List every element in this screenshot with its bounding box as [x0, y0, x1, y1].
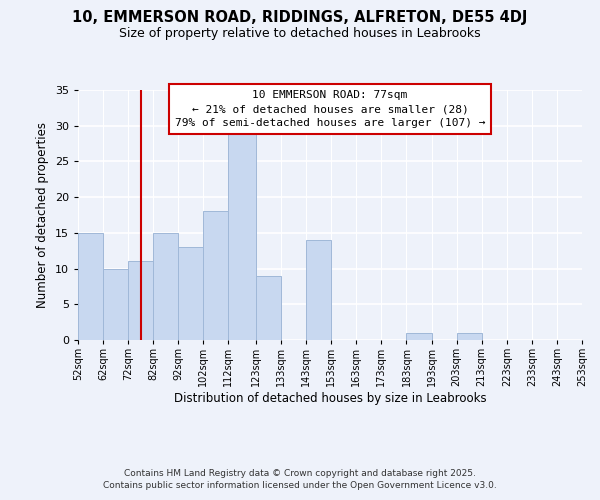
Bar [406, 333, 431, 340]
Bar [178, 247, 203, 340]
Text: Contains public sector information licensed under the Open Government Licence v3: Contains public sector information licen… [103, 481, 497, 490]
Bar [229, 133, 256, 340]
Bar [203, 212, 229, 340]
Y-axis label: Number of detached properties: Number of detached properties [36, 122, 49, 308]
Bar [256, 276, 281, 340]
Text: Size of property relative to detached houses in Leabrooks: Size of property relative to detached ho… [119, 28, 481, 40]
Bar [78, 233, 103, 340]
Text: 10, EMMERSON ROAD, RIDDINGS, ALFRETON, DE55 4DJ: 10, EMMERSON ROAD, RIDDINGS, ALFRETON, D… [73, 10, 527, 25]
Bar [457, 333, 482, 340]
Bar [103, 268, 128, 340]
Bar [306, 240, 331, 340]
Text: 10 EMMERSON ROAD: 77sqm
← 21% of detached houses are smaller (28)
79% of semi-de: 10 EMMERSON ROAD: 77sqm ← 21% of detache… [175, 90, 485, 128]
Bar [128, 262, 153, 340]
Text: Contains HM Land Registry data © Crown copyright and database right 2025.: Contains HM Land Registry data © Crown c… [124, 468, 476, 477]
X-axis label: Distribution of detached houses by size in Leabrooks: Distribution of detached houses by size … [173, 392, 487, 405]
Bar [153, 233, 178, 340]
